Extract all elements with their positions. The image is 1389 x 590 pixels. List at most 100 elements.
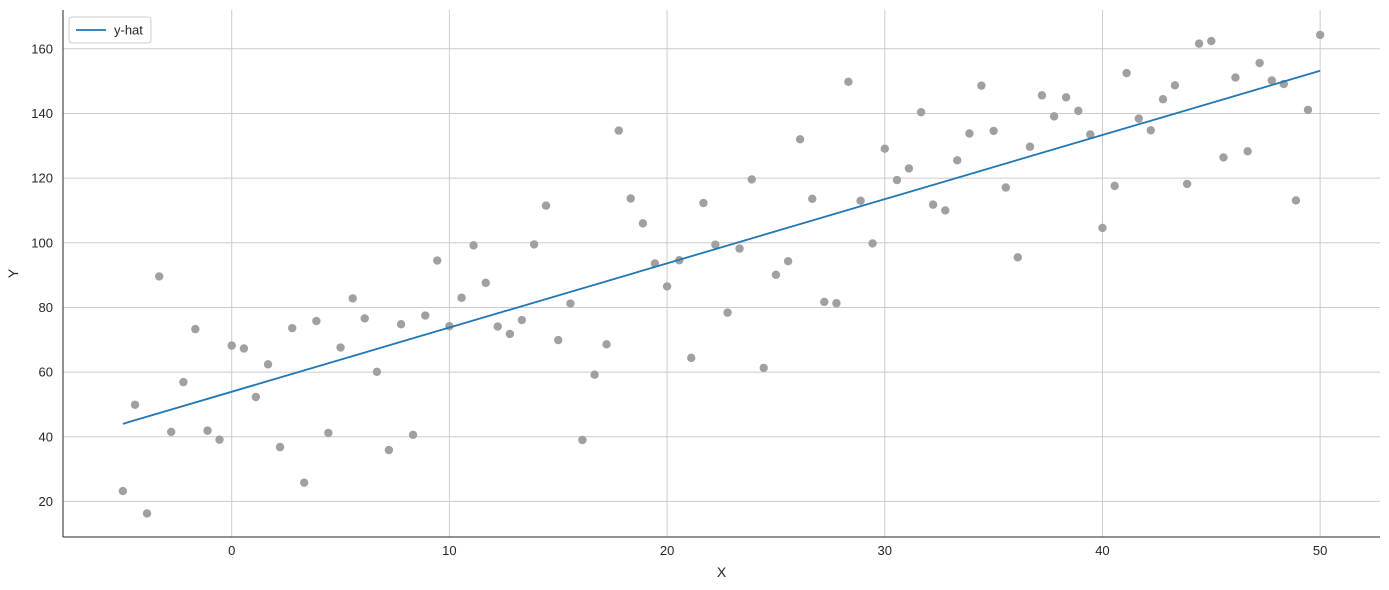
scatter-point	[1182, 179, 1192, 189]
scatter-point	[1207, 36, 1216, 46]
scatter-point	[1110, 181, 1119, 191]
scatter-point	[469, 241, 478, 250]
scatter-point	[1037, 91, 1047, 100]
y-tick-label: 120	[31, 171, 53, 186]
x-axis-label: X	[717, 564, 727, 580]
scatter-point	[590, 370, 599, 379]
scatter-point	[1001, 183, 1010, 192]
scatter-point	[275, 442, 285, 452]
scatter-point	[1098, 223, 1107, 233]
scatter-point	[578, 435, 587, 445]
scatter-point	[1061, 93, 1071, 102]
x-tick-label: 30	[878, 543, 892, 558]
scatter-point	[928, 200, 938, 209]
scatter-point	[179, 377, 188, 387]
scatter-point	[191, 324, 200, 334]
y-tick-label: 160	[31, 41, 53, 56]
x-tick-labels: 0 10 20 30 40 50	[228, 543, 1327, 558]
scatter-point	[1231, 73, 1240, 82]
x-tick-label: 50	[1313, 543, 1327, 558]
scatter-point	[904, 164, 914, 173]
scatter-point	[529, 240, 539, 249]
scatter-point	[711, 240, 720, 249]
scatter-point	[312, 316, 321, 326]
scatter-point	[602, 340, 611, 349]
scatter-point	[1243, 147, 1252, 156]
scatter-point	[614, 126, 623, 135]
y-tick-label: 20	[39, 494, 53, 509]
scatter-point	[735, 244, 744, 253]
scatter-point	[457, 293, 466, 302]
scatter-point	[505, 329, 515, 339]
scatter-point	[118, 486, 128, 496]
y-hat-line	[122, 69, 1321, 425]
scatter-point	[493, 322, 502, 331]
scatter-point	[130, 400, 140, 409]
scatter-point	[360, 314, 369, 323]
scatter-point	[348, 294, 357, 303]
scatter-point	[1170, 81, 1180, 90]
scatter-point	[844, 77, 853, 86]
scatter-point	[638, 219, 648, 228]
scatter-point	[517, 315, 527, 325]
y-tick-label: 100	[31, 235, 53, 250]
scatter-point	[977, 81, 986, 90]
scatter-point	[396, 320, 406, 329]
x-tick-label: 0	[228, 543, 235, 558]
scatter-point	[687, 353, 696, 363]
scatter-point	[1013, 253, 1022, 262]
scatter-point	[263, 360, 273, 369]
scatter-point	[626, 194, 635, 203]
scatter-point	[916, 107, 926, 117]
y-tick-label: 40	[39, 429, 53, 444]
grid	[63, 10, 1380, 537]
scatter-point	[1194, 39, 1204, 48]
scatter-point	[820, 297, 829, 307]
scatter-point	[299, 478, 309, 487]
scatter-point	[795, 135, 805, 144]
scatter-point	[1049, 112, 1059, 121]
scatter-point	[759, 363, 768, 373]
scatter-point	[203, 426, 212, 435]
scatter-point	[408, 430, 418, 440]
scatter-point	[227, 341, 236, 350]
scatter-point	[251, 392, 261, 402]
y-axis-label: Y	[5, 268, 21, 278]
scatter-point	[155, 272, 164, 281]
scatter-point	[1255, 58, 1264, 68]
scatter-point	[1158, 95, 1168, 104]
scatter-point	[1315, 30, 1325, 40]
scatter-point	[808, 194, 817, 204]
scatter-point	[1025, 142, 1035, 151]
scatter-point	[989, 126, 998, 136]
scatter-point	[288, 323, 297, 333]
scatter-point	[1134, 114, 1144, 123]
legend-box	[68, 16, 152, 44]
scatter-point	[953, 156, 962, 165]
axes	[62, 10, 1380, 538]
scatter-point	[541, 201, 551, 210]
scatter-point	[1219, 153, 1228, 162]
scatter-point	[215, 435, 224, 444]
scatter-point	[832, 299, 841, 308]
scatter-point	[747, 175, 756, 184]
scatter-point	[421, 311, 430, 320]
scatter-point	[1303, 105, 1313, 115]
scatter-point	[723, 308, 732, 317]
scatter-point	[239, 344, 249, 353]
scatter-points	[118, 30, 1325, 518]
scatter-point	[868, 239, 877, 248]
scatter-point	[1122, 68, 1131, 78]
scatter-point	[1146, 126, 1155, 135]
scatter-point	[771, 270, 781, 279]
scatter-point	[965, 129, 974, 138]
scatter-point	[384, 445, 394, 455]
scatter-point	[941, 206, 950, 215]
scatter-point	[699, 198, 708, 208]
y-tick-label: 80	[39, 300, 53, 315]
scatter-point	[336, 343, 345, 352]
legend: y-hat	[68, 16, 152, 44]
scatter-point	[880, 144, 889, 153]
scatter-point	[142, 509, 152, 518]
